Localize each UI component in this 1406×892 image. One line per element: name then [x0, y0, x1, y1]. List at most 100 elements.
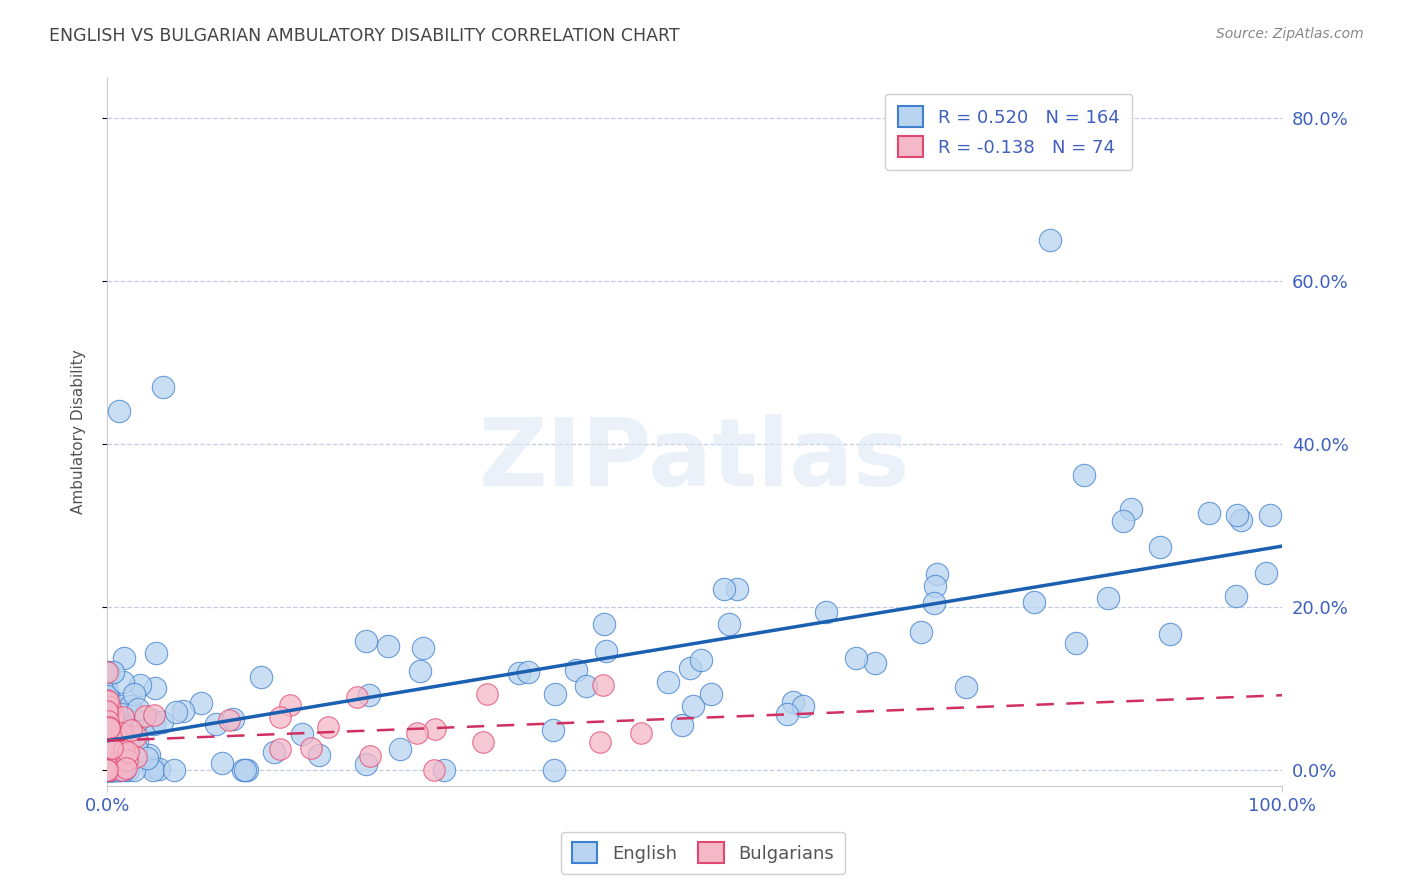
- Point: [1254, 566, 1277, 580]
- Point: [543, 763, 565, 777]
- Point: [97, 720, 120, 734]
- Point: [700, 687, 723, 701]
- Point: [100, 702, 122, 716]
- Point: [97, 727, 120, 741]
- Point: [111, 737, 134, 751]
- Point: [145, 681, 167, 695]
- Point: [472, 735, 495, 749]
- Point: [97, 746, 120, 760]
- Point: [359, 749, 381, 764]
- Point: [105, 731, 128, 746]
- Point: [409, 665, 432, 679]
- Point: [423, 763, 446, 777]
- Point: [98, 740, 121, 755]
- Point: [96, 753, 118, 767]
- Point: [105, 760, 128, 774]
- Point: [111, 763, 134, 777]
- Point: [125, 733, 148, 747]
- Point: [115, 753, 138, 767]
- Point: [477, 688, 499, 702]
- Point: [118, 698, 141, 713]
- Point: [269, 709, 291, 723]
- Point: [97, 722, 120, 736]
- Point: [96, 739, 118, 753]
- Point: [96, 755, 118, 769]
- Point: [205, 716, 228, 731]
- Point: [125, 740, 148, 755]
- Point: [100, 723, 122, 737]
- Point: [128, 678, 150, 692]
- Point: [1121, 502, 1143, 516]
- Point: [105, 738, 128, 752]
- Point: [103, 752, 125, 766]
- Point: [100, 756, 122, 771]
- Point: [110, 706, 132, 721]
- Point: [263, 745, 285, 759]
- Point: [1064, 636, 1087, 650]
- Point: [96, 757, 118, 772]
- Point: [111, 714, 134, 729]
- Point: [725, 582, 748, 596]
- Point: [357, 688, 380, 702]
- Point: [114, 761, 136, 775]
- Point: [122, 687, 145, 701]
- Point: [107, 756, 129, 771]
- Point: [1097, 591, 1119, 605]
- Point: [689, 653, 711, 667]
- Point: [143, 707, 166, 722]
- Point: [589, 734, 612, 748]
- Point: [97, 722, 120, 736]
- Point: [250, 670, 273, 684]
- Point: [592, 678, 614, 692]
- Point: [211, 756, 233, 770]
- Point: [145, 646, 167, 660]
- Point: [104, 743, 127, 757]
- Point: [541, 723, 564, 737]
- Point: [96, 735, 118, 749]
- Point: [105, 763, 128, 777]
- Point: [163, 763, 186, 777]
- Point: [508, 666, 530, 681]
- Point: [96, 758, 118, 772]
- Point: [134, 709, 156, 723]
- Point: [101, 741, 124, 756]
- Point: [98, 699, 121, 714]
- Point: [1149, 540, 1171, 554]
- Point: [97, 763, 120, 777]
- Point: [98, 763, 121, 777]
- Point: [100, 714, 122, 728]
- Point: [97, 749, 120, 764]
- Point: [138, 747, 160, 762]
- Point: [107, 404, 129, 418]
- Point: [111, 743, 134, 757]
- Point: [97, 668, 120, 682]
- Point: [103, 724, 125, 739]
- Point: [97, 694, 120, 708]
- Point: [96, 763, 118, 777]
- Point: [96, 763, 118, 777]
- Point: [120, 723, 142, 738]
- Point: [136, 751, 159, 765]
- Point: [682, 699, 704, 714]
- Point: [1039, 233, 1062, 247]
- Point: [863, 656, 886, 670]
- Point: [1022, 595, 1045, 609]
- Point: [100, 758, 122, 772]
- Point: [96, 763, 118, 777]
- Point: [101, 731, 124, 745]
- Point: [910, 625, 932, 640]
- Point: [97, 665, 120, 679]
- Y-axis label: Ambulatory Disability: Ambulatory Disability: [72, 350, 86, 514]
- Point: [112, 742, 135, 756]
- Point: [104, 763, 127, 777]
- Point: [96, 704, 118, 718]
- Point: [142, 763, 165, 777]
- Point: [389, 741, 412, 756]
- Point: [96, 760, 118, 774]
- Point: [117, 763, 139, 777]
- Point: [96, 721, 118, 735]
- Point: [97, 756, 120, 770]
- Point: [125, 750, 148, 764]
- Point: [236, 763, 259, 777]
- Point: [96, 743, 118, 757]
